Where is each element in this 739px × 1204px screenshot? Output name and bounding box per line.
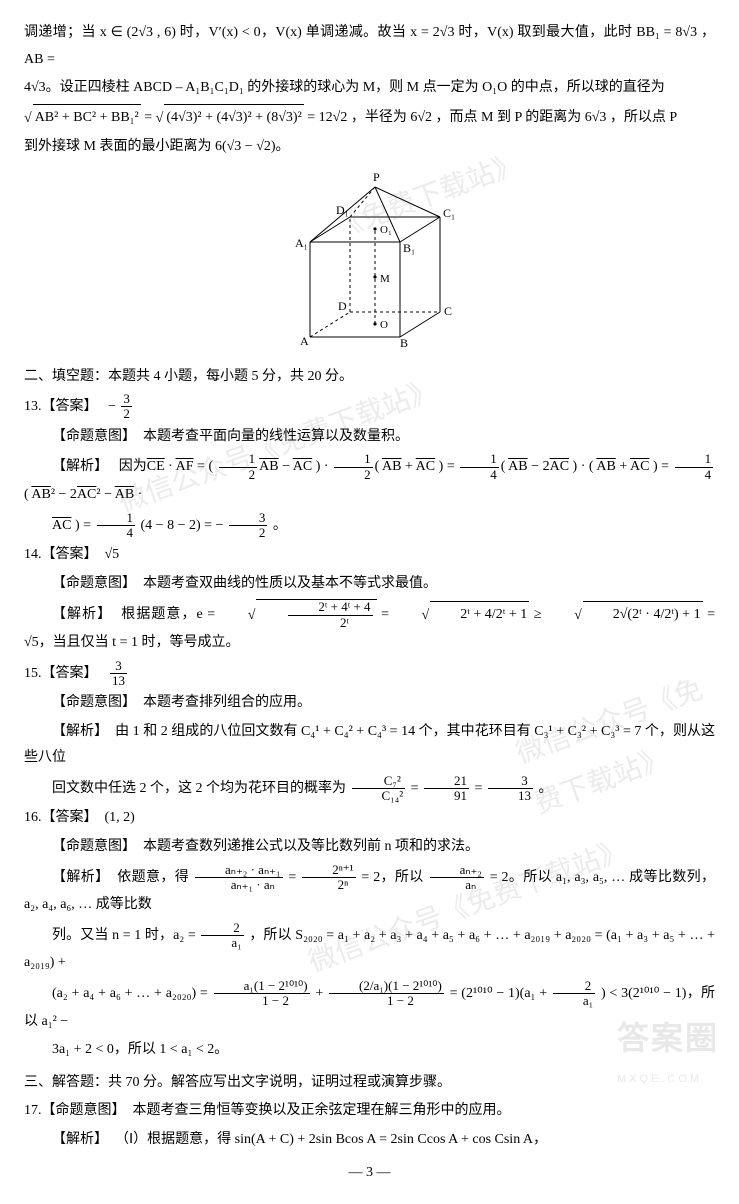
footer-watermark: 答案圈 MXQE.COM (617, 1008, 719, 1090)
intro-line-4: 到外接球 M 表面的最小距离为 6(√3 − √2)。 (24, 134, 715, 161)
q13-sol-2: AC ) = 14 (4 − 8 − 2) = − 32 。 (24, 511, 715, 541)
q16-sol-2: 列。又当 n = 1 时，a₂ = 2a₁ ，所以 S₂₀₂₀ = a₁ + a… (24, 921, 715, 977)
label-B1: B₁ (403, 241, 415, 255)
intro-line-1: 调递增；当 x ∈ (2√3 , 6) 时，V′(x) < 0，V(x) 单调递… (24, 20, 715, 73)
q17-intent: 17.【命题意图】 本题考查三角恒等变换以及正余弦定理在解三角形中的应用。 (24, 1098, 715, 1125)
q13-sign: − (108, 399, 116, 414)
label-B: B (400, 336, 408, 347)
q15-sol-2: 回文数中任选 2 个，这 2 个均为花环目的概率为 C₇²C₁₄² = 2191… (24, 774, 715, 804)
q17-sol: 【解析】 （Ⅰ）根据题意，得 sin(A + C) + 2sin Bcos A … (24, 1127, 715, 1154)
q16-sol-3: (a₂ + a₄ + a₆ + … + a₂₀₂₀) = a₁(1 − 2¹⁰¹… (24, 979, 715, 1035)
label-O1: O₁ (380, 224, 392, 236)
section-2-title: 二、填空题：本题共 4 小题，每小题 5 分，共 20 分。 (24, 364, 715, 391)
q15-answer: 15.【答案】 313 (24, 659, 715, 689)
q13-frac: 3 2 (121, 392, 132, 422)
q16-sol-1: 【解析】 依题意，得 aₙ₊₂ · aₙ₊₁aₙ₊₁ · aₙ = 2ⁿ⁺¹2ⁿ… (24, 863, 715, 919)
q13-sol-1: 【解析】 因为CE · AF = ( 12AB − AC ) · 12( AB … (24, 452, 715, 508)
label-D1: D₁ (336, 203, 349, 217)
sqrt-expr-1: AB² + BC² + BB₁² (33, 104, 141, 132)
q14-sol: 【解析】 根据题意，e = √2ᵗ + 4ᵗ + 42ᵗ = √2ᵗ + 4/2… (24, 599, 715, 656)
label-D: D (338, 299, 347, 313)
intro-line-3: √AB² + BC² + BB₁² = √(4√3)² + (4√3)² + (… (24, 104, 715, 133)
q16-answer: 16.【答案】 (1, 2) (24, 805, 715, 832)
label-M: M (380, 273, 390, 285)
label-C: C (444, 304, 452, 318)
label-A1: A₁ (295, 236, 308, 250)
q15-sol-1: 【解析】 由 1 和 2 组成的八位回文数有 C₄¹ + C₄² + C₄³ =… (24, 719, 715, 772)
page-number: — 3 — (24, 1160, 715, 1187)
q14-answer: 14.【答案】 √5 (24, 542, 715, 569)
label-O: O (380, 319, 388, 331)
q16-intent: 【命题意图】 本题考查数列递推公式以及等比数列前 n 项和的求法。 (24, 834, 715, 861)
label-A: A (300, 334, 309, 347)
label-C1: C₁ (443, 206, 455, 220)
section-3-title: 三、解答题：共 70 分。解答应写出文字说明，证明过程或演算步骤。 (24, 1070, 715, 1097)
prism-figure: P D₁ C₁ A₁ B₁ D C A B O₁ M O (24, 167, 715, 358)
q13-label: 13.【答案】 (24, 399, 98, 414)
label-P: P (373, 170, 380, 184)
q14-intent: 【命题意图】 本题考查双曲线的性质以及基本不等式求最值。 (24, 571, 715, 598)
sqrt-expr-2: (4√3)² + (4√3)² + (8√3)² (164, 104, 303, 132)
intro-line-2: 4√3。设正四棱柱 ABCD – A₁B₁C₁D₁ 的外接球的球心为 M，则 M… (24, 75, 715, 102)
eq-text: = (144, 110, 155, 125)
q13-intent: 【命题意图】 本题考查平面向量的线性运算以及数量积。 (24, 424, 715, 451)
q13-answer: 13.【答案】 − 3 2 (24, 392, 715, 422)
q15-intent: 【命题意图】 本题考查排列组合的应用。 (24, 690, 715, 717)
intro-tail: = 12√2 ，半径为 6√2 ，而点 M 到 P 的距离为 6√3 ，所以点 … (307, 110, 677, 125)
q16-sol-4: 3a₁ + 2 < 0，所以 1 < a₁ < 2。 (24, 1037, 715, 1064)
